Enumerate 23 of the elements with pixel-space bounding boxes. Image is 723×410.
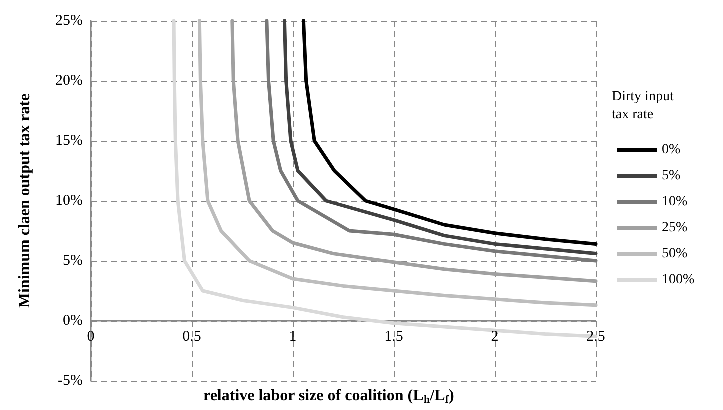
legend-label: 10%: [662, 194, 688, 210]
x-tick-label: 2.5: [586, 329, 606, 345]
y-tick-label: 25%: [56, 13, 83, 29]
legend-label: 25%: [662, 220, 688, 236]
line-series: [230, 19, 598, 284]
legend-label: 50%: [662, 246, 688, 262]
y-tick-label: 5%: [63, 253, 83, 269]
y-tick-label: 0%: [63, 313, 83, 329]
y-tick-label: 15%: [56, 133, 83, 149]
x-tick-label: 1.5: [384, 329, 404, 345]
legend-title: Dirty input tax rate: [612, 90, 678, 122]
legend-label: 100%: [662, 272, 695, 288]
legend-label: 0%: [662, 142, 681, 158]
y-tick-label: -5%: [58, 373, 83, 389]
y-tick-label: 20%: [56, 73, 83, 89]
y-axis-title: Minimum claen output tax rate: [16, 94, 34, 308]
y-tick-label: 10%: [56, 193, 83, 209]
x-tick-label: 1: [289, 329, 297, 345]
x-tick-label: 0: [87, 329, 95, 345]
x-tick-label: 0.5: [182, 329, 202, 345]
line-series: [198, 19, 598, 308]
legend-label: 5%: [662, 168, 681, 184]
x-tick-label: 2: [491, 329, 499, 345]
